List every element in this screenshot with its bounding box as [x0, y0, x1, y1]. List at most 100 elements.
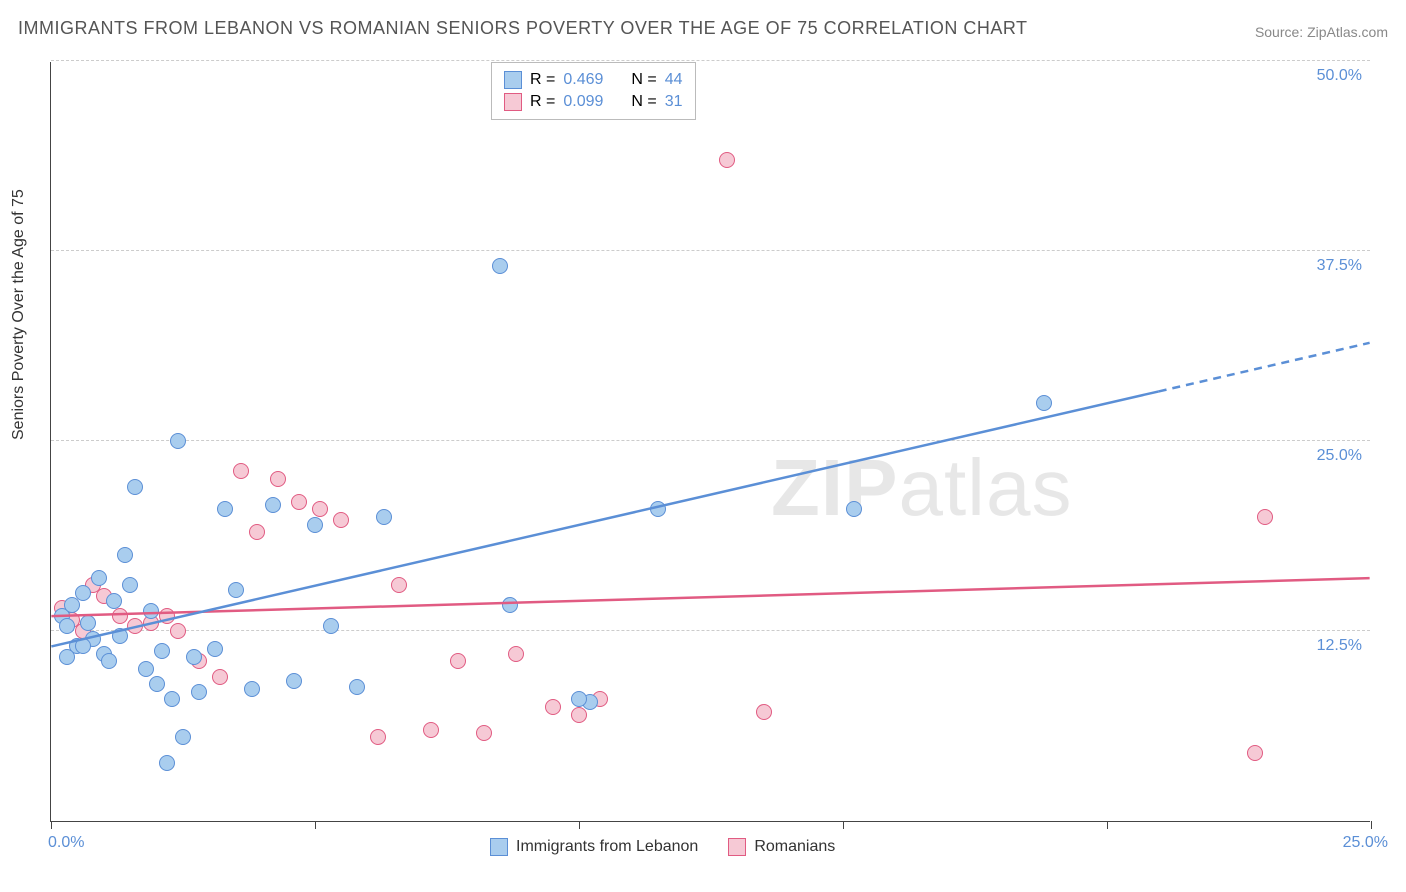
point-romanians: [212, 669, 228, 685]
point-lebanon: [127, 479, 143, 495]
n-value-lebanon: 44: [665, 71, 683, 89]
point-romanians: [391, 577, 407, 593]
point-lebanon: [1036, 395, 1052, 411]
point-romanians: [450, 653, 466, 669]
point-lebanon: [191, 684, 207, 700]
point-romanians: [423, 722, 439, 738]
point-romanians: [476, 725, 492, 741]
point-romanians: [249, 524, 265, 540]
point-lebanon: [492, 258, 508, 274]
point-romanians: [508, 646, 524, 662]
point-romanians: [370, 729, 386, 745]
point-lebanon: [846, 501, 862, 517]
source-label: Source: ZipAtlas.com: [1255, 24, 1388, 40]
point-romanians: [112, 608, 128, 624]
point-lebanon: [244, 681, 260, 697]
point-romanians: [1247, 745, 1263, 761]
point-lebanon: [502, 597, 518, 613]
legend-row-lebanon: R = 0.469 N = 44: [504, 69, 683, 91]
r-value-lebanon: 0.469: [563, 71, 603, 89]
watermark: ZIPatlas: [771, 442, 1072, 534]
legend-label-romanians: Romanians: [754, 838, 835, 856]
point-lebanon: [207, 641, 223, 657]
r-value-romanians: 0.099: [563, 93, 603, 111]
point-romanians: [333, 512, 349, 528]
legend-item-romanians: Romanians: [728, 838, 835, 856]
point-romanians: [233, 463, 249, 479]
x-tick-mark: [579, 821, 580, 829]
n-label: N =: [631, 71, 656, 89]
point-lebanon: [154, 643, 170, 659]
trend-lebanon-solid: [51, 391, 1158, 646]
point-lebanon: [286, 673, 302, 689]
point-lebanon: [122, 577, 138, 593]
point-lebanon: [265, 497, 281, 513]
point-lebanon: [75, 585, 91, 601]
y-axis-label: Seniors Poverty Over the Age of 75: [10, 189, 28, 440]
point-lebanon: [59, 618, 75, 634]
point-romanians: [170, 623, 186, 639]
x-tick-mark: [843, 821, 844, 829]
y-tick: 37.5%: [1317, 257, 1362, 275]
x-tick-left: 0.0%: [48, 834, 84, 852]
gridline: [51, 440, 1370, 441]
chart-title: IMMIGRANTS FROM LEBANON VS ROMANIAN SENI…: [18, 18, 1028, 39]
x-tick-right: 25.0%: [1343, 834, 1388, 852]
point-romanians: [270, 471, 286, 487]
point-romanians: [719, 152, 735, 168]
point-lebanon: [117, 547, 133, 563]
x-tick-mark: [315, 821, 316, 829]
point-romanians: [545, 699, 561, 715]
legend-item-lebanon: Immigrants from Lebanon: [490, 838, 698, 856]
swatch-romanians: [504, 93, 522, 111]
point-lebanon: [101, 653, 117, 669]
x-tick-mark: [51, 821, 52, 829]
point-lebanon: [149, 676, 165, 692]
point-lebanon: [217, 501, 233, 517]
point-romanians: [159, 608, 175, 624]
point-romanians: [1257, 509, 1273, 525]
y-tick: 25.0%: [1317, 447, 1362, 465]
r-label: R =: [530, 93, 555, 111]
trend-lebanon-dashed: [1159, 343, 1370, 392]
point-lebanon: [228, 582, 244, 598]
trend-romanians-solid: [51, 578, 1369, 616]
swatch-lebanon: [504, 71, 522, 89]
point-lebanon: [75, 638, 91, 654]
n-value-romanians: 31: [665, 93, 683, 111]
point-lebanon: [186, 649, 202, 665]
swatch-romanians: [728, 838, 746, 856]
x-tick-mark: [1107, 821, 1108, 829]
point-lebanon: [650, 501, 666, 517]
point-lebanon: [91, 570, 107, 586]
gridline: [51, 630, 1370, 631]
point-lebanon: [106, 593, 122, 609]
watermark-rest: atlas: [898, 443, 1072, 532]
legend-series: Immigrants from Lebanon Romanians: [490, 838, 835, 856]
point-romanians: [756, 704, 772, 720]
chart-plot-area: ZIPatlas 12.5% 25.0% 37.5% 50.0% R = 0.469 …: [50, 62, 1370, 822]
swatch-lebanon: [490, 838, 508, 856]
point-lebanon: [170, 433, 186, 449]
y-tick: 12.5%: [1317, 637, 1362, 655]
y-tick: 50.0%: [1317, 67, 1362, 85]
legend-row-romanians: R = 0.099 N = 31: [504, 91, 683, 113]
n-label: N =: [631, 93, 656, 111]
point-lebanon: [164, 691, 180, 707]
point-lebanon: [143, 603, 159, 619]
point-lebanon: [112, 628, 128, 644]
point-romanians: [291, 494, 307, 510]
point-lebanon: [349, 679, 365, 695]
point-lebanon: [159, 755, 175, 771]
trend-lines: [51, 62, 1370, 821]
legend-label-lebanon: Immigrants from Lebanon: [516, 838, 698, 856]
watermark-bold: ZIP: [771, 443, 898, 532]
point-lebanon: [376, 509, 392, 525]
gridline: [51, 60, 1370, 61]
r-label: R =: [530, 71, 555, 89]
point-lebanon: [59, 649, 75, 665]
legend-stats: R = 0.469 N = 44 R = 0.099 N = 31: [491, 62, 696, 120]
point-lebanon: [175, 729, 191, 745]
x-tick-mark: [1371, 821, 1372, 829]
point-romanians: [127, 618, 143, 634]
